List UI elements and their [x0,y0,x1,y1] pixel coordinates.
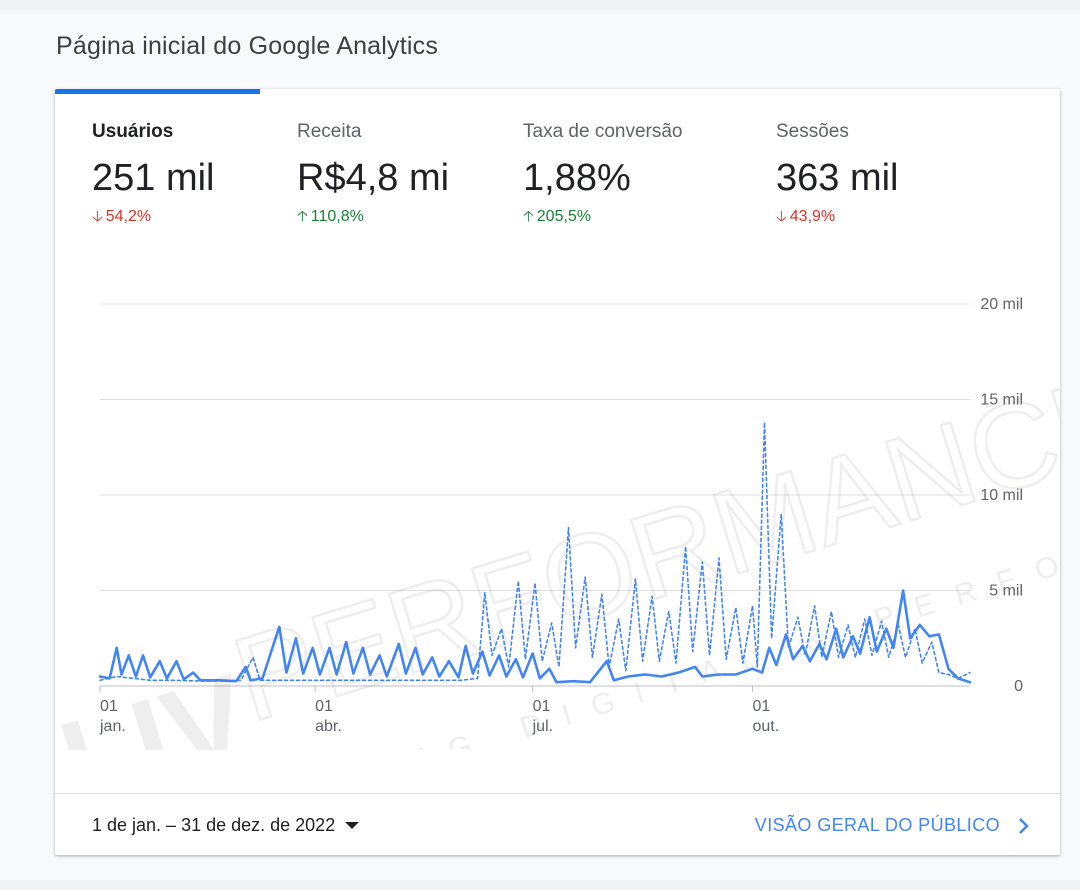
metric-value: R$4,8 mi [297,157,450,199]
metric-change: 🡣 43,9% [776,206,899,231]
series-line-solid [98,589,972,684]
arrow-down-icon: 🡣 [92,208,103,225]
chart-svg: 0 5 mil 10 mil 15 mil 20 mil 01 jan. 01 abr. 01 ju… [98,296,1023,735]
users-line-chart: 0 5 mil 10 mil 15 mil 20 mil 01 jan. 01 abr. 01 ju… [55,89,1060,789]
y-tick-label: 20 mil [980,296,1023,313]
y-tick-label: 5 mil [989,583,1023,600]
x-tick-month: abr. [315,718,342,735]
x-tick-month: out. [753,718,780,735]
metric-label: Sessões [776,121,849,142]
arrow-down-icon: 🡣 [776,208,787,225]
chevron-right-icon [1019,817,1029,834]
x-tick-day: 01 [315,698,333,715]
caret-down-icon [345,822,360,829]
audience-overview-link[interactable]: VISÃO GERAL DO PÚBLICO [755,815,1030,836]
date-range-label: 1 de jan. – 31 de dez. de 2022 [92,815,336,835]
metric-label: Taxa de conversão [523,121,683,142]
arrow-up-icon: 🡡 [297,208,308,225]
chart-labels: 0 5 mil 10 mil 15 mil 20 mil 01 jan. 01 abr. 01 ju… [99,296,1023,735]
metric-change: 🡡 205,5% [523,206,683,231]
x-tick-month: jan. [99,718,126,735]
chart-series [98,421,972,684]
x-tick-month: jul. [532,718,553,735]
metric-value: 251 mil [92,157,215,199]
x-tick-day: 01 [100,698,118,715]
metric-label: Receita [297,121,362,142]
metric-tab-revenue[interactable]: Receita R$4,8 mi 🡡 110,8% [297,121,449,231]
chart-grid [99,303,970,692]
x-tick-day: 01 [753,698,771,715]
metric-change: 🡡 110,8% [297,206,449,231]
x-tick-day: 01 [533,698,551,715]
audience-overview-label: VISÃO GERAL DO PÚBLICO [754,815,1000,835]
metric-label: Usuários [92,121,174,142]
analytics-card: Usuários 251 mil 🡣 54,2% Receita R$4,8 mi… [55,89,1060,855]
page-title: Página inicial do Google Analytics [56,32,439,60]
metric-tab-users[interactable]: Usuários 251 mil 🡣 54,2% [92,121,215,231]
arrow-up-icon: 🡡 [523,208,534,225]
active-tab-indicator [55,89,260,94]
metric-value: 1,88% [523,157,631,199]
date-range-dropdown[interactable]: 1 de jan. – 31 de dez. de 2022 [92,815,360,836]
y-tick-label: 15 mil [980,392,1023,409]
metric-tab-conversion-rate[interactable]: Taxa de conversão 1,88% 🡡 205,5% [523,121,683,231]
series-line-dashed [99,421,971,682]
metric-tab-sessions[interactable]: Sessões 363 mil 🡣 43,9% [776,121,899,231]
y-tick-label: 10 mil [980,487,1023,504]
metric-value: 363 mil [776,157,899,199]
metric-change: 🡣 54,2% [92,206,215,231]
y-tick-label: 0 [1014,678,1023,695]
footer-divider [55,793,1060,794]
